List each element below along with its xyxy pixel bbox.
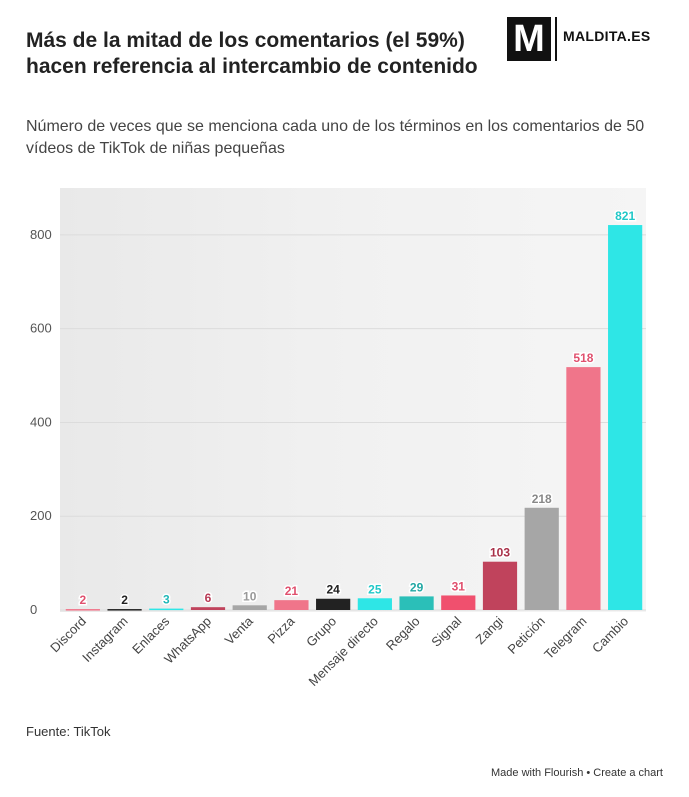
bar-chart: 0 200 400 600 800 2 2 3 6 10 21 24 25 29 31 103 218 518 8… <box>30 188 646 689</box>
bar-value-label: 21 <box>285 584 299 598</box>
bar-value-label: 2 <box>80 593 87 607</box>
x-tick-label: Grupo <box>303 614 339 650</box>
bar-value-label: 3 <box>163 593 170 607</box>
x-tick-label: Zangi <box>473 613 507 647</box>
y-tick-label: 0 <box>30 602 37 617</box>
bar <box>190 607 226 610</box>
bar <box>316 598 351 610</box>
bar-value-label: 518 <box>573 351 593 365</box>
maldita-logo-text: MALDITA.ES <box>563 28 651 44</box>
x-tick-label: Signal <box>428 613 464 649</box>
bar-value-label: 10 <box>243 589 257 603</box>
x-tick-label: Instagram <box>79 614 130 665</box>
bar <box>357 598 392 610</box>
chart-title: Más de la mitad de los comentarios (el 5… <box>26 29 478 78</box>
bar-value-label: 24 <box>326 583 340 597</box>
bar <box>232 605 267 610</box>
bar <box>65 609 100 611</box>
y-tick-label: 200 <box>30 508 52 523</box>
source-note: Fuente: TikTok <box>26 724 111 739</box>
bar-value-label: 6 <box>205 591 212 605</box>
bar <box>274 600 309 610</box>
bar <box>608 225 643 610</box>
bar-value-label: 103 <box>490 546 510 560</box>
bar <box>149 608 184 611</box>
bars <box>65 225 643 611</box>
x-tick-label: Discord <box>47 614 89 656</box>
bar <box>107 609 142 611</box>
x-tick-label: Cambio <box>589 614 631 656</box>
bar-value-label: 29 <box>410 580 424 594</box>
x-tick-label: Telegram <box>541 614 589 662</box>
bar-value-label: 31 <box>452 579 466 593</box>
bar <box>482 561 518 610</box>
bar <box>566 367 601 610</box>
bar-value-label: 821 <box>615 209 635 223</box>
y-tick-label: 400 <box>30 414 52 429</box>
flourish-credit-link[interactable]: Made with Flourish • Create a chart <box>491 767 663 779</box>
chart-subtitle: Número de veces que se menciona cada uno… <box>26 118 645 157</box>
bar-value-label: 25 <box>368 582 382 596</box>
bar <box>399 596 434 610</box>
value-labels: 2 2 3 6 10 21 24 25 29 31 103 218 518 821 <box>78 208 637 609</box>
bar <box>441 595 476 610</box>
y-tick-label: 600 <box>30 321 52 336</box>
y-axis-ticks: 0 200 400 600 800 <box>30 227 52 617</box>
bar-value-label: 2 <box>121 593 128 607</box>
x-tick-label: Pizza <box>264 613 298 647</box>
x-tick-label: Venta <box>222 613 257 648</box>
x-tick-label: Regalo <box>383 614 423 654</box>
bar-value-label: 218 <box>532 492 552 506</box>
y-tick-label: 800 <box>30 227 52 242</box>
logo-divider <box>555 17 557 61</box>
maldita-logo: M <box>507 17 551 61</box>
bar <box>524 507 559 610</box>
